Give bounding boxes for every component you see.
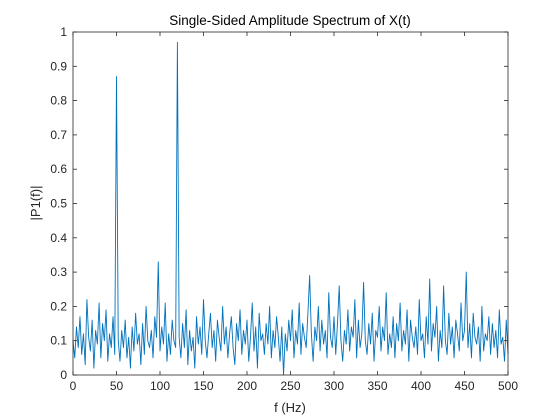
series-layer [72, 41, 509, 376]
x-tick-label: 50 [110, 379, 124, 393]
x-axis: 0 50 100 150 200 250 300 350 400 450 500 [70, 32, 518, 393]
y-tick-label: 0.1 [50, 334, 67, 348]
x-axis-label: f (Hz) [274, 400, 306, 415]
x-tick-label: 0 [70, 379, 77, 393]
x-tick-label: 450 [454, 379, 474, 393]
y-tick-label: 1 [60, 25, 67, 39]
x-tick-label: 400 [411, 379, 431, 393]
chart-title: Single-Sided Amplitude Spectrum of X(t) [169, 13, 411, 28]
y-tick-label: 0.3 [50, 265, 67, 279]
y-tick-label: 0.6 [50, 162, 67, 176]
y-tick-label: 0.9 [50, 59, 67, 73]
x-tick-label: 500 [498, 379, 518, 393]
x-tick-label: 100 [150, 379, 170, 393]
y-tick-label: 0.8 [50, 94, 67, 108]
y-tick-label: 0.5 [50, 197, 67, 211]
x-tick-label: 200 [237, 379, 257, 393]
y-tick-label: 0.2 [50, 299, 67, 313]
x-tick-label: 300 [324, 379, 344, 393]
y-tick-label: 0.4 [50, 231, 67, 245]
x-tick-label: 250 [280, 379, 300, 393]
y-tick-label: 0 [60, 368, 67, 382]
x-tick-label: 350 [367, 379, 387, 393]
y-axis: 0 0.1 0.2 0.3 0.4 0.5 0.6 0.7 0.8 0.9 1 [50, 25, 508, 382]
y-tick-label: 0.7 [50, 128, 67, 142]
y-axis-label: |P1(f)| [28, 186, 43, 221]
series-line-0 [72, 41, 509, 376]
x-tick-label: 150 [193, 379, 213, 393]
